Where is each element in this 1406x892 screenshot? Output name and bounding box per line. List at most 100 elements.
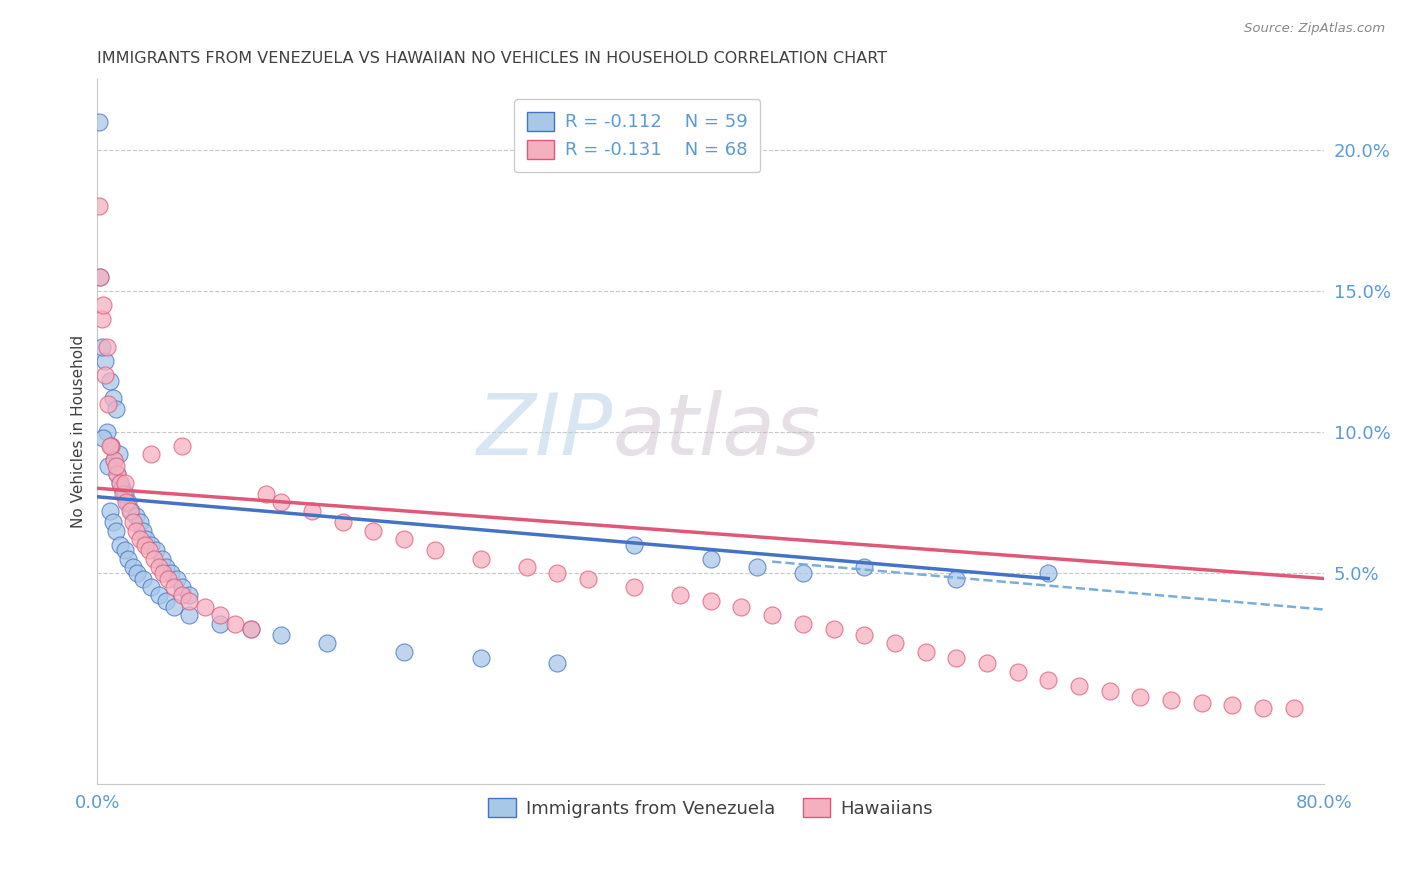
Point [103,453,125,467]
Point [853,560,876,574]
Point [100,439,122,453]
Point [179,608,201,623]
Point [114,543,136,558]
Point [125,524,148,538]
Point [470,551,492,566]
Point [139,538,162,552]
Point [1038,673,1060,687]
Point [1282,701,1305,715]
Point [104,402,127,417]
Point [93,298,115,312]
Point [101,391,124,405]
Point [155,594,177,608]
Point [301,504,323,518]
Y-axis label: No Vehicles in Household: No Vehicles in Household [72,335,86,528]
Point [1067,679,1090,693]
Point [163,580,186,594]
Point [98,374,121,388]
Point [883,636,905,650]
Point [179,594,201,608]
Point [392,532,415,546]
Point [516,560,538,574]
Point [104,458,127,473]
Point [1191,696,1213,710]
Point [745,560,768,574]
Point [105,467,128,482]
Point [163,599,186,614]
Point [170,580,193,594]
Point [823,623,845,637]
Point [945,650,967,665]
Point [853,628,876,642]
Point [91,340,114,354]
Point [392,645,415,659]
Point [1251,701,1274,715]
Point [132,572,155,586]
Point [111,481,134,495]
Point [914,645,936,659]
Point [423,543,446,558]
Point [546,566,568,580]
Point [114,487,136,501]
Point [125,509,148,524]
Point [363,524,385,538]
Point [194,599,217,614]
Point [97,458,120,473]
Point [110,475,132,490]
Point [1007,665,1029,679]
Point [1038,566,1060,580]
Point [730,599,752,614]
Point [135,532,157,546]
Point [117,495,139,509]
Point [332,515,354,529]
Point [112,487,135,501]
Point [121,515,143,529]
Point [1129,690,1152,704]
Point [118,504,141,518]
Point [100,439,122,453]
Point [87,199,110,213]
Point [117,551,139,566]
Point [103,453,125,467]
Point [152,566,174,580]
Point [121,560,143,574]
Point [1220,698,1243,713]
Point [976,656,998,670]
Point [127,566,149,580]
Point [209,616,232,631]
Point [145,543,167,558]
Point [792,616,814,631]
Point [270,628,292,642]
Point [1160,693,1182,707]
Point [148,560,170,574]
Point [792,566,814,580]
Point [91,312,114,326]
Point [115,495,138,509]
Point [170,589,193,603]
Point [945,572,967,586]
Point [143,551,166,566]
Point [209,608,232,623]
Point [104,524,127,538]
Point [139,580,162,594]
Point [1098,684,1121,698]
Point [110,538,132,552]
Point [239,623,262,637]
Point [239,623,262,637]
Point [761,608,783,623]
Point [316,636,339,650]
Point [700,594,723,608]
Text: atlas: atlas [613,391,821,474]
Point [108,447,131,461]
Text: Source: ZipAtlas.com: Source: ZipAtlas.com [1244,22,1385,36]
Point [93,431,115,445]
Point [97,397,120,411]
Point [700,551,723,566]
Point [270,495,292,509]
Point [623,580,645,594]
Point [129,515,152,529]
Point [470,650,492,665]
Point [138,543,160,558]
Point [166,572,188,586]
Point [94,354,117,368]
